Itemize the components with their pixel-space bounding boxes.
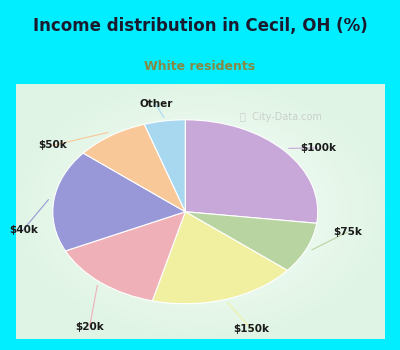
Wedge shape	[185, 120, 318, 223]
Text: ⓘ  City-Data.com: ⓘ City-Data.com	[240, 112, 322, 122]
Text: Income distribution in Cecil, OH (%): Income distribution in Cecil, OH (%)	[33, 17, 367, 35]
Text: $75k: $75k	[333, 227, 362, 237]
Text: $40k: $40k	[9, 225, 38, 235]
Wedge shape	[66, 212, 185, 301]
Wedge shape	[53, 153, 185, 251]
Wedge shape	[152, 212, 287, 304]
Text: Other: Other	[139, 99, 172, 110]
Wedge shape	[144, 120, 185, 212]
Wedge shape	[185, 212, 317, 271]
Text: $150k: $150k	[234, 324, 270, 334]
Wedge shape	[83, 124, 185, 212]
Text: $100k: $100k	[300, 143, 336, 153]
Text: $50k: $50k	[38, 140, 67, 150]
Text: $20k: $20k	[75, 322, 104, 332]
Text: White residents: White residents	[144, 60, 256, 72]
